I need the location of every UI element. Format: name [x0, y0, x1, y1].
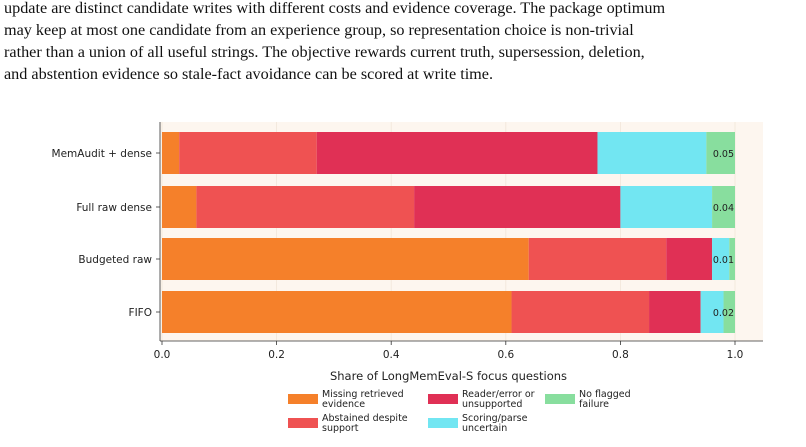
bar-segment	[712, 186, 735, 228]
x-tick-label: 0.6	[497, 349, 514, 361]
bar-segment	[196, 186, 415, 228]
x-axis-label: Share of LongMemEval-S focus questions	[330, 369, 567, 383]
bar-segment	[316, 132, 598, 174]
data-label: 0.04	[713, 203, 734, 214]
legend-label: Scoring/parse uncertain	[462, 413, 528, 434]
x-tick-label: 0.2	[268, 349, 285, 361]
data-label: 0.01	[713, 255, 734, 266]
legend-label: Reader/error or unsupported	[462, 389, 535, 410]
bar-segment	[729, 238, 735, 280]
x-tick-label: 0.4	[383, 349, 400, 361]
bar-segment	[706, 132, 735, 174]
bar-segment	[649, 291, 701, 333]
bar-segment	[162, 132, 180, 174]
x-tick-label: 1.0	[727, 349, 744, 361]
bar-segment	[511, 291, 650, 333]
paragraph-line: rather than a union of all useful string…	[4, 43, 645, 61]
bar-segment	[162, 291, 512, 333]
bar-segment	[620, 186, 713, 228]
paragraph-line: and abstention evidence so stale-fact av…	[4, 65, 494, 83]
legend-swatch	[428, 418, 458, 428]
legend-swatch	[288, 418, 318, 428]
data-label: 0.02	[713, 308, 734, 319]
legend-label: Missing retrieved evidence	[322, 389, 404, 410]
legend-swatch	[545, 394, 575, 404]
bars: 0.05 0.04 0.01 0.02	[162, 132, 735, 333]
bar-segment	[700, 291, 724, 333]
y-tick-label: FIFO	[129, 307, 152, 319]
axes: 0.0 0.2 0.4 0.6 0.8 1.0 MemAudit + dense Full r…	[52, 122, 763, 361]
bar-segment	[528, 238, 667, 280]
bar-segment	[162, 238, 529, 280]
legend-swatch	[288, 394, 318, 404]
bar-segment	[723, 291, 735, 333]
legend-label: No flagged failure	[579, 389, 631, 410]
legend: Missing retrieved evidence Abstained despi…	[288, 389, 631, 434]
data-label: 0.05	[713, 149, 734, 160]
body-paragraph: update are distinct candidate writes wit…	[4, 0, 804, 85]
bar-segment	[414, 186, 621, 228]
paragraph-line: update are distinct candidate writes wit…	[4, 0, 666, 17]
x-tick-label: 0.8	[612, 349, 629, 361]
y-tick-label: MemAudit + dense	[52, 148, 152, 160]
bar-segment	[666, 238, 713, 280]
bar-segment	[162, 186, 197, 228]
x-tick-label: 0.0	[154, 349, 171, 361]
y-tick-label: Budgeted raw	[78, 254, 152, 266]
paragraph-line: may keep at most one candidate from an e…	[4, 21, 634, 39]
bar-segment	[712, 238, 730, 280]
bar-segment	[179, 132, 317, 174]
legend-swatch	[428, 394, 458, 404]
legend-label: Abstained despite support	[322, 413, 408, 434]
bar-segment	[597, 132, 707, 174]
y-tick-label: Full raw dense	[76, 202, 152, 214]
